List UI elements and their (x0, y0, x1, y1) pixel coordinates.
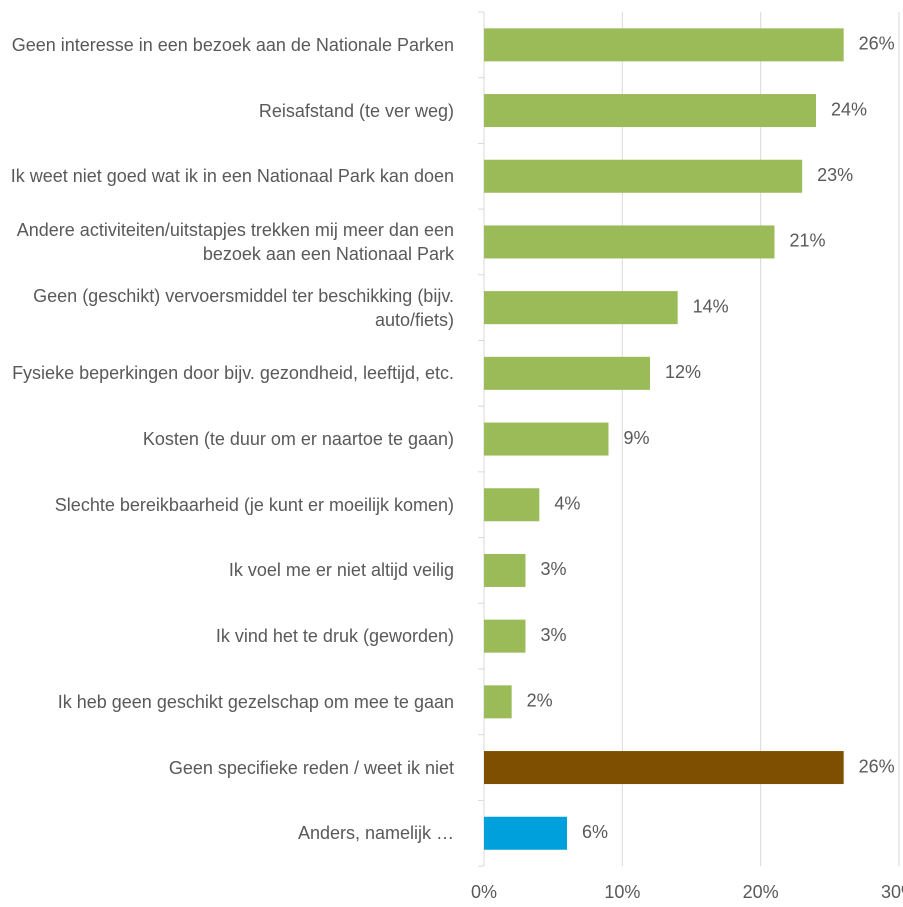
value-label: 6% (582, 822, 608, 842)
y-tick-label: Ik weet niet goed wat ik in een Nationaa… (10, 166, 454, 187)
y-tick-label: Geen specifieke reden / weet ik niet (168, 757, 454, 778)
y-tick-label: Ik voel me er niet altijd veilig (228, 560, 454, 581)
bar (484, 553, 526, 587)
bar (484, 159, 803, 193)
y-tick-label: Geen (geschikt) vervoersmiddel ter besch… (33, 285, 454, 330)
value-label: 12% (665, 362, 701, 382)
value-label: 2% (527, 691, 553, 711)
value-label: 4% (554, 494, 580, 514)
y-tick-label: Anders, namelijk … (297, 823, 454, 844)
x-tick-label: 30% (881, 882, 903, 902)
bar (484, 422, 609, 456)
bar (484, 685, 512, 719)
y-tick-label: Slechte bereikbaarheid (je kunt er moeil… (54, 494, 454, 515)
bar (484, 619, 526, 653)
bar (484, 356, 650, 390)
bar (484, 488, 540, 522)
bar (484, 816, 567, 850)
y-tick-label: Fysieke beperkingen door bijv. gezondhei… (12, 363, 454, 384)
value-label: 21% (790, 231, 826, 251)
bar (484, 291, 678, 325)
x-tick-label: 10% (604, 882, 640, 902)
value-label: 3% (541, 625, 567, 645)
value-label: 23% (817, 165, 853, 185)
value-label: 24% (831, 99, 867, 119)
x-tick-label: 20% (743, 882, 779, 902)
value-label: 9% (624, 428, 650, 448)
value-label: 26% (859, 756, 895, 776)
y-tick-label: Ik heb geen geschikt gezelschap om mee t… (57, 691, 454, 712)
y-tick-label: Reisafstand (te ver weg) (258, 100, 454, 121)
y-tick-label: Kosten (te duur om er naartoe te gaan) (142, 429, 454, 450)
y-tick-label: Geen interesse in een bezoek aan de Nati… (11, 34, 454, 55)
bar (484, 225, 775, 259)
bar (484, 94, 816, 128)
value-label: 3% (541, 559, 567, 579)
bar (484, 28, 844, 62)
x-tick-label: 0% (471, 882, 497, 902)
y-tick-label: Andere activiteiten/uitstapjes trekken m… (16, 219, 454, 264)
value-label: 14% (693, 296, 729, 316)
bar (484, 751, 844, 785)
y-tick-label: Ik vind het te druk (geworden) (215, 626, 454, 647)
value-label: 26% (859, 34, 895, 54)
